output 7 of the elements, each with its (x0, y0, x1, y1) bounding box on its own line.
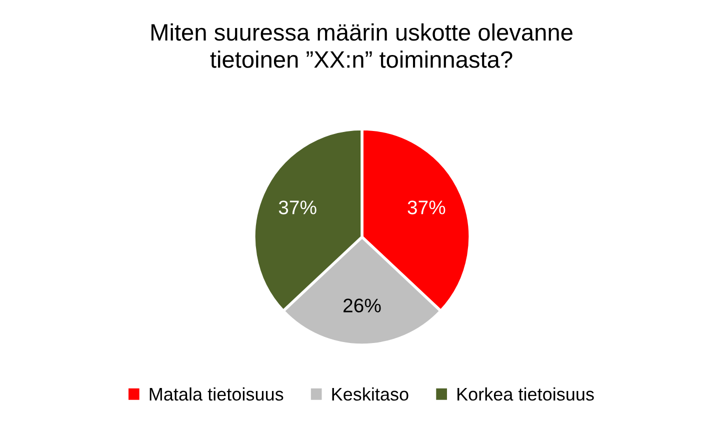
data-label: 37% (278, 200, 316, 214)
legend-label: Keskitaso (332, 387, 408, 401)
data-label: 37% (408, 200, 446, 214)
data-label: 26% (344, 298, 381, 312)
legend-label: Matala tietoisuus (150, 387, 284, 401)
chart-title: Miten suuressa määrin uskotte olevanne tietoinen ”XX:n” toiminnasta? (151, 23, 572, 68)
legend-label: Korkea tietoisuus (457, 387, 594, 401)
